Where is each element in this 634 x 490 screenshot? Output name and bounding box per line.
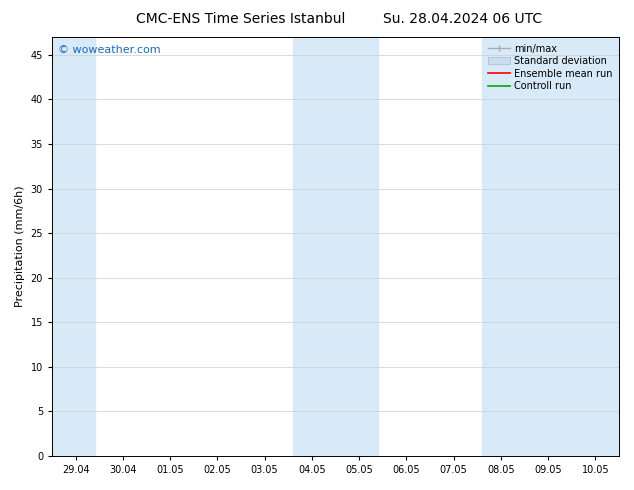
Legend: min/max, Standard deviation, Ensemble mean run, Controll run: min/max, Standard deviation, Ensemble me… xyxy=(486,42,614,93)
Bar xyxy=(482,37,619,456)
Text: Su. 28.04.2024 06 UTC: Su. 28.04.2024 06 UTC xyxy=(384,12,542,26)
Text: © woweather.com: © woweather.com xyxy=(58,46,160,55)
Bar xyxy=(52,37,94,456)
Y-axis label: Precipitation (mm/6h): Precipitation (mm/6h) xyxy=(15,186,25,307)
Text: CMC-ENS Time Series Istanbul: CMC-ENS Time Series Istanbul xyxy=(136,12,346,26)
Bar xyxy=(293,37,378,456)
